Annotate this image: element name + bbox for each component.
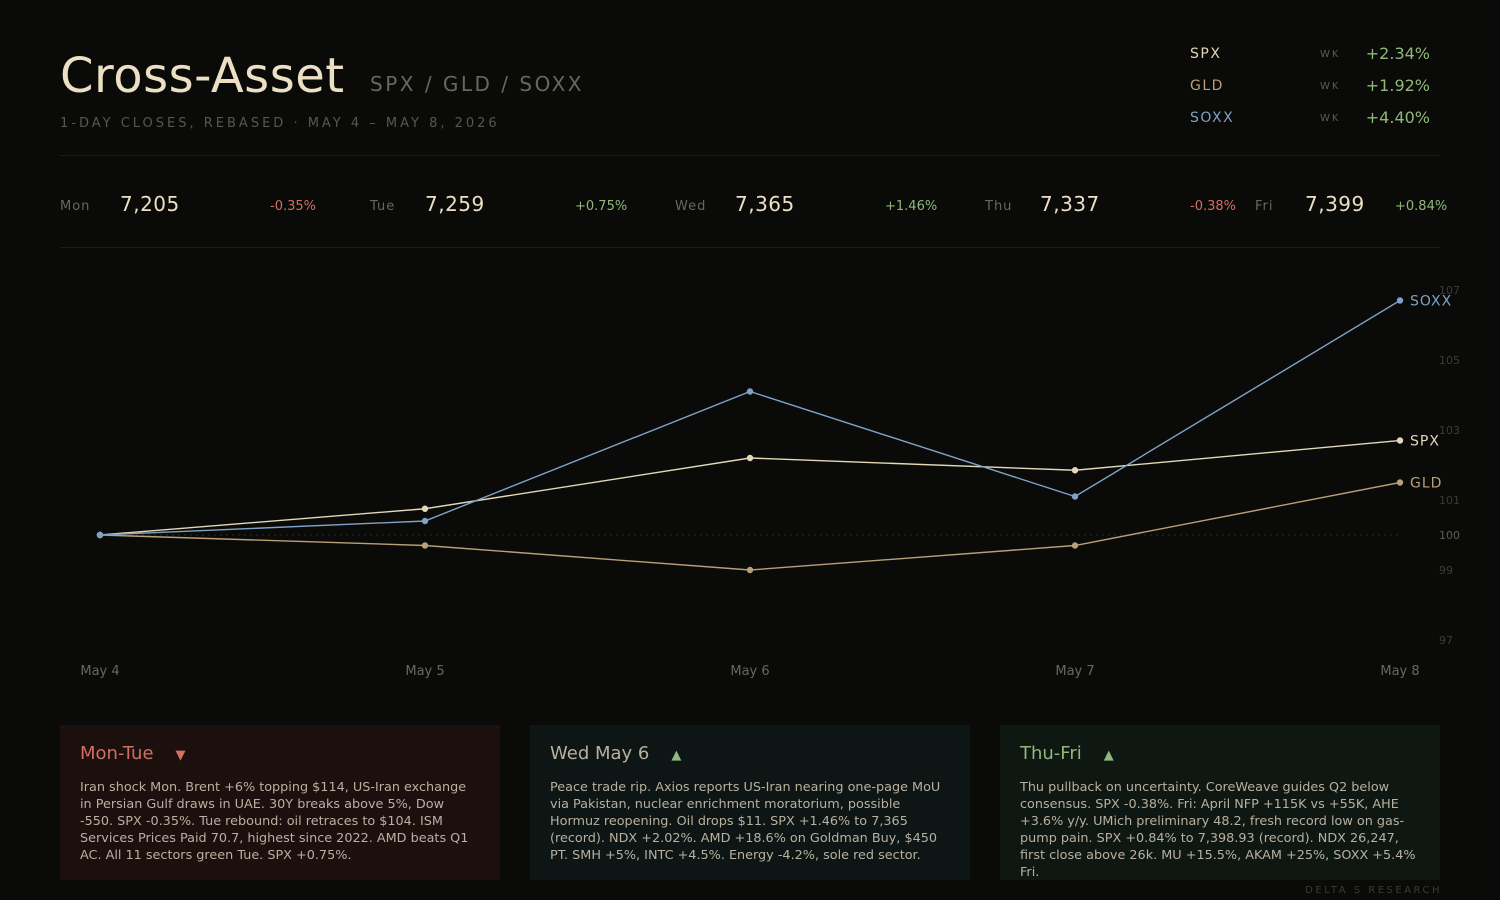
panel-title: Mon-Tue xyxy=(80,743,154,764)
series-label-gld: GLD xyxy=(1410,476,1442,492)
weekly-ticker: GLD xyxy=(1190,78,1224,94)
data-point-spx xyxy=(1071,467,1079,474)
day-close: 7,365 xyxy=(735,192,795,216)
data-point-soxx xyxy=(1396,297,1404,304)
data-point-gld xyxy=(746,566,754,574)
day-name: Tue xyxy=(370,199,396,214)
page-title: Cross-Asset xyxy=(60,48,345,104)
x-tick-label: May 5 xyxy=(405,664,444,679)
weekly-change: +4.40% xyxy=(1365,108,1430,127)
y-tick-label: 103 xyxy=(1439,424,1460,437)
panel-thu-fri: Thu-Fri ▲ Thu pullback on uncertainty. Co… xyxy=(1000,725,1440,880)
day-change: -0.38% xyxy=(1190,199,1236,214)
data-point-soxx xyxy=(746,388,754,395)
up-arrow-icon: ▲ xyxy=(1103,748,1114,763)
data-point-gld xyxy=(1396,479,1404,486)
panel-wed: Wed May 6 ▲ Peace trade rip. Axios report… xyxy=(530,725,970,880)
weekly-change: +2.34% xyxy=(1365,44,1430,63)
day-change: +0.75% xyxy=(575,199,628,214)
data-point-gld xyxy=(421,542,429,549)
weekly-label: WK xyxy=(1320,113,1341,124)
weekly-label: WK xyxy=(1320,49,1341,60)
day-change: +0.84% xyxy=(1395,199,1448,214)
day-name: Mon xyxy=(60,199,91,214)
y-tick-label: 100 xyxy=(1439,529,1460,542)
weekly-ticker: SOXX xyxy=(1190,110,1235,126)
day-change: -0.35% xyxy=(270,199,316,214)
y-tick-label: 101 xyxy=(1439,494,1460,507)
series-line-soxx xyxy=(99,299,1401,536)
day-close: 7,399 xyxy=(1305,192,1365,216)
day-close: 7,259 xyxy=(425,192,485,216)
day-name: Wed xyxy=(675,199,707,214)
x-tick-label: May 7 xyxy=(1055,664,1094,679)
x-tick-label: May 6 xyxy=(730,664,769,679)
data-point-spx xyxy=(1396,437,1404,444)
y-tick-label: 105 xyxy=(1439,354,1460,367)
divider xyxy=(60,155,1440,156)
weekly-ticker: SPX xyxy=(1190,46,1222,62)
y-tick-label: 99 xyxy=(1439,564,1453,577)
up-arrow-icon: ▲ xyxy=(671,748,682,763)
day-close: 7,337 xyxy=(1040,192,1100,216)
panel-text: Iran shock Mon. Brent +6% topping $114, … xyxy=(80,780,469,863)
weekly-summary: SPX WK +2.34% GLD WK +1.92% SOXX WK +4.4… xyxy=(1190,42,1440,138)
y-tick-label: 107 xyxy=(1439,284,1460,297)
panel-title-row: Wed May 6 ▲ xyxy=(550,743,950,767)
data-point-soxx xyxy=(421,517,429,525)
day-name: Thu xyxy=(985,199,1013,214)
y-tick-label: 97 xyxy=(1439,634,1453,647)
series-label-soxx: SOXX xyxy=(1410,294,1452,310)
panel-title-row: Thu-Fri ▲ xyxy=(1020,743,1420,767)
weekly-row-spx: SPX WK +2.34% xyxy=(1190,42,1440,74)
day-close: 7,205 xyxy=(120,192,180,216)
footer-credit: DELTA S RESEARCH xyxy=(1305,885,1442,896)
data-point-gld xyxy=(1071,542,1079,549)
ticker-list: SPX / GLD / SOXX xyxy=(370,72,584,96)
page-subtitle: 1-DAY CLOSES, REBASED · MAY 4 – MAY 8, 2… xyxy=(60,116,500,131)
weekly-row-gld: GLD WK +1.92% xyxy=(1190,74,1440,106)
weekly-row-soxx: SOXX WK +4.40% xyxy=(1190,106,1440,138)
panel-title: Wed May 6 xyxy=(550,743,650,764)
weekly-label: WK xyxy=(1320,81,1341,92)
x-tick-label: May 8 xyxy=(1380,664,1419,679)
panel-text: Peace trade rip. Axios reports US-Iran n… xyxy=(550,780,941,863)
divider xyxy=(60,247,1440,248)
down-arrow-icon: ▼ xyxy=(175,748,186,763)
data-point-spx xyxy=(746,454,754,462)
weekly-change: +1.92% xyxy=(1365,76,1430,95)
x-tick-label: May 4 xyxy=(80,664,119,679)
day-change: +1.46% xyxy=(885,199,938,214)
data-point-soxx xyxy=(1071,493,1079,500)
panel-title-row: Mon-Tue ▼ xyxy=(80,743,480,767)
data-point-soxx xyxy=(96,531,104,539)
panel-mon-tue: Mon-Tue ▼ Iran shock Mon. Brent +6% toppi… xyxy=(60,725,500,880)
day-name: Fri xyxy=(1255,199,1274,214)
line-chart: 97 99 100 101 103 105 107 May 4 May 5 May 6 May 7 M… xyxy=(80,284,1460,679)
panel-title: Thu-Fri xyxy=(1020,743,1082,764)
data-point-spx xyxy=(421,505,429,512)
series-label-spx: SPX xyxy=(1410,434,1440,450)
panel-text: Thu pullback on uncertainty. CoreWeave g… xyxy=(1020,780,1416,880)
